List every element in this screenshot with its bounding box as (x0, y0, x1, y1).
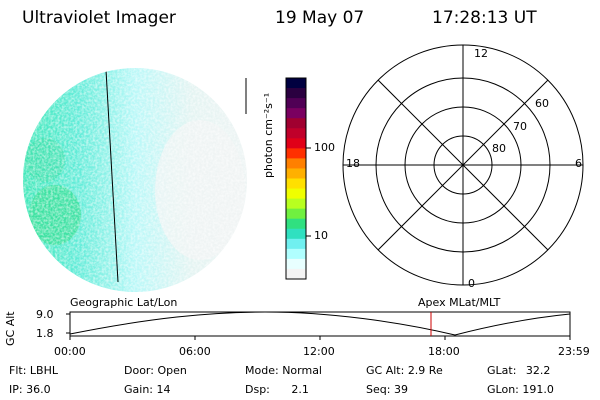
colorbar-segment (286, 158, 306, 169)
status-glat: GLat: 32.2 (487, 364, 551, 377)
timeline-right-title: Apex MLat/MLT (418, 296, 501, 309)
timeline-plot (66, 311, 571, 340)
colorbar-segment (286, 128, 306, 139)
colorbar-segment (286, 218, 306, 230)
xtick-2359: 23:59 (558, 345, 590, 358)
status-dsp: Dsp: 2.1 (245, 383, 309, 396)
colorbar-segment (286, 208, 306, 220)
polar-label-0: 0 (468, 277, 475, 290)
uv-disk-image (23, 68, 247, 292)
xtick-1800: 18:00 (428, 345, 460, 358)
polar-lat-80: 80 (492, 142, 506, 155)
colorbar-segment (286, 168, 306, 179)
polar-lat-70: 70 (513, 120, 527, 133)
colorbar-segment (286, 138, 306, 149)
colorbar-segment (286, 118, 306, 129)
date-label: 19 May 07 (275, 8, 365, 28)
colorbar-segment (286, 238, 306, 250)
polar-plot (342, 44, 584, 286)
xtick-1200: 12:00 (303, 345, 335, 358)
status-glon: GLon: 191.0 (487, 383, 554, 396)
colorbar-segment (286, 198, 306, 210)
colorbar-segment (286, 98, 306, 109)
status-gc-alt: GC Alt: 2.9 Re (366, 364, 443, 377)
polar-label-12: 12 (474, 47, 488, 60)
terminator-line (105, 69, 119, 283)
colorbar-segment (286, 108, 306, 119)
colorbar-segment (286, 178, 306, 190)
polar-label-18: 18 (346, 157, 360, 170)
colorbar-segment (286, 148, 306, 159)
altitude-curve (69, 311, 571, 336)
status-mode: Mode: Normal (245, 364, 322, 377)
colorbar-unit-label: photon cm⁻²s⁻¹ (262, 92, 275, 178)
colorbar-segment (286, 188, 306, 200)
xtick-0600: 06:00 (179, 345, 211, 358)
polar-lat-60: 60 (535, 97, 549, 110)
colorbar-tick-10: 10 (314, 229, 328, 242)
colorbar-segment (286, 268, 306, 280)
colorbar-segment (286, 78, 306, 89)
polar-label-6: 6 (575, 157, 582, 170)
time-label: 17:28:13 UT (432, 8, 537, 28)
status-seq: Seq: 39 (366, 383, 408, 396)
instrument-title: Ultraviolet Imager (22, 8, 176, 28)
status-ip: IP: 36.0 (9, 383, 51, 396)
colorbar-segment (286, 88, 306, 99)
colorbar-segment (286, 228, 306, 240)
ytick-9: 9.0 (36, 308, 54, 321)
ytick-1-8: 1.8 (36, 327, 54, 340)
status-gain: Gain: 14 (124, 383, 171, 396)
status-filter: Flt: LBHL (9, 364, 58, 377)
status-door: Door: Open (124, 364, 187, 377)
colorbar-segment (286, 248, 306, 260)
colorbar (286, 78, 306, 280)
xtick-0000: 00:00 (54, 345, 86, 358)
colorbar-segment (286, 258, 306, 270)
timeline-ylabel: GC Alt (4, 311, 17, 346)
timeline-left-title: Geographic Lat/Lon (70, 296, 178, 309)
colorbar-tick-100: 100 (314, 141, 335, 154)
